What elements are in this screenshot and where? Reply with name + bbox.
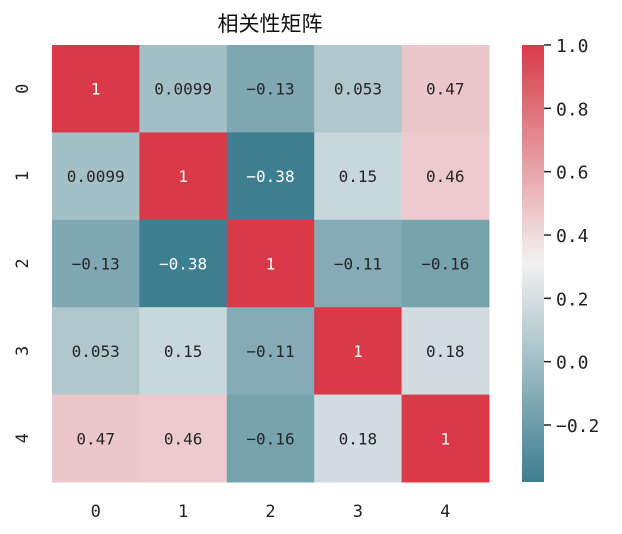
cell-label-4-4: 1 (440, 429, 450, 448)
cell-label-4-3: 0.18 (339, 429, 378, 448)
cell-2-4 (401, 219, 490, 308)
cell-label-0-4: 0.47 (426, 80, 465, 99)
colorbar-tick-label: 0.2 (556, 289, 589, 310)
cell-4-2 (226, 394, 315, 483)
cell-label-4-0: 0.47 (76, 429, 115, 448)
cell-1-2 (226, 132, 315, 221)
cell-2-2 (226, 219, 315, 308)
cell-label-3-1: 0.15 (164, 342, 203, 361)
cell-4-1 (139, 394, 228, 483)
cell-0-1 (139, 45, 228, 133)
cell-3-4 (401, 307, 490, 396)
y-tick-label: 4 (13, 433, 33, 443)
cell-2-1 (139, 219, 228, 308)
cell-label-1-1: 1 (178, 167, 188, 186)
cell-label-1-0: 0.0099 (67, 167, 125, 186)
cell-label-4-2: −0.16 (246, 429, 294, 448)
y-tick-label: 3 (13, 346, 33, 356)
x-tick-label: 3 (353, 502, 363, 522)
cell-3-0 (52, 307, 140, 396)
cell-label-2-1: −0.38 (159, 255, 207, 274)
cell-3-3 (314, 307, 403, 396)
cell-label-1-3: 0.15 (339, 167, 378, 186)
cell-4-0 (52, 394, 140, 483)
cell-1-4 (401, 132, 490, 221)
cell-3-1 (139, 307, 228, 396)
y-tick-label: 0 (13, 84, 33, 94)
cell-0-3 (314, 45, 403, 133)
cell-label-0-1: 0.0099 (154, 80, 212, 99)
cell-4-3 (314, 394, 403, 483)
colorbar-tick-label: 0.6 (556, 163, 589, 184)
cell-label-0-0: 1 (91, 80, 101, 99)
cell-label-0-3: 0.053 (334, 80, 382, 99)
cell-label-3-2: −0.11 (246, 342, 294, 361)
cell-1-0 (52, 132, 140, 221)
cell-1-1 (139, 132, 228, 221)
cell-label-2-4: −0.16 (421, 255, 469, 274)
colorbar-tick-label: 1.0 (556, 36, 589, 57)
cell-label-2-2: 1 (266, 255, 276, 274)
x-tick-label: 2 (265, 502, 275, 522)
y-tick-label: 1 (13, 171, 33, 181)
cell-label-2-3: −0.11 (334, 255, 382, 274)
x-tick-label: 0 (91, 502, 101, 522)
colorbar (522, 45, 544, 482)
chart-title: 相关性矩阵 (218, 12, 323, 36)
cell-label-1-2: −0.38 (246, 167, 294, 186)
cell-4-4 (401, 394, 490, 483)
cell-label-0-2: −0.13 (246, 80, 294, 99)
cell-label-3-4: 0.18 (426, 342, 465, 361)
cell-0-4 (401, 45, 490, 133)
cell-label-3-0: 0.053 (72, 342, 120, 361)
x-tick-label: 1 (178, 502, 188, 522)
cell-label-3-3: 1 (353, 342, 363, 361)
cell-1-3 (314, 132, 403, 221)
colorbar-tick-label: 0.8 (556, 99, 589, 120)
y-tick-label: 2 (13, 258, 33, 268)
colorbar-tick-label: 0.0 (556, 353, 589, 374)
cell-label-1-4: 0.46 (426, 167, 465, 186)
x-tick-label: 4 (440, 502, 450, 522)
cell-0-2 (226, 45, 315, 133)
cell-label-2-0: −0.13 (72, 255, 120, 274)
colorbar-tick-label: −0.2 (556, 416, 599, 437)
cell-label-4-1: 0.46 (164, 429, 203, 448)
colorbar-tick-label: 0.4 (556, 226, 589, 247)
cell-3-2 (226, 307, 315, 396)
cell-2-0 (52, 219, 140, 308)
cell-0-0 (52, 45, 140, 133)
cell-2-3 (314, 219, 403, 308)
